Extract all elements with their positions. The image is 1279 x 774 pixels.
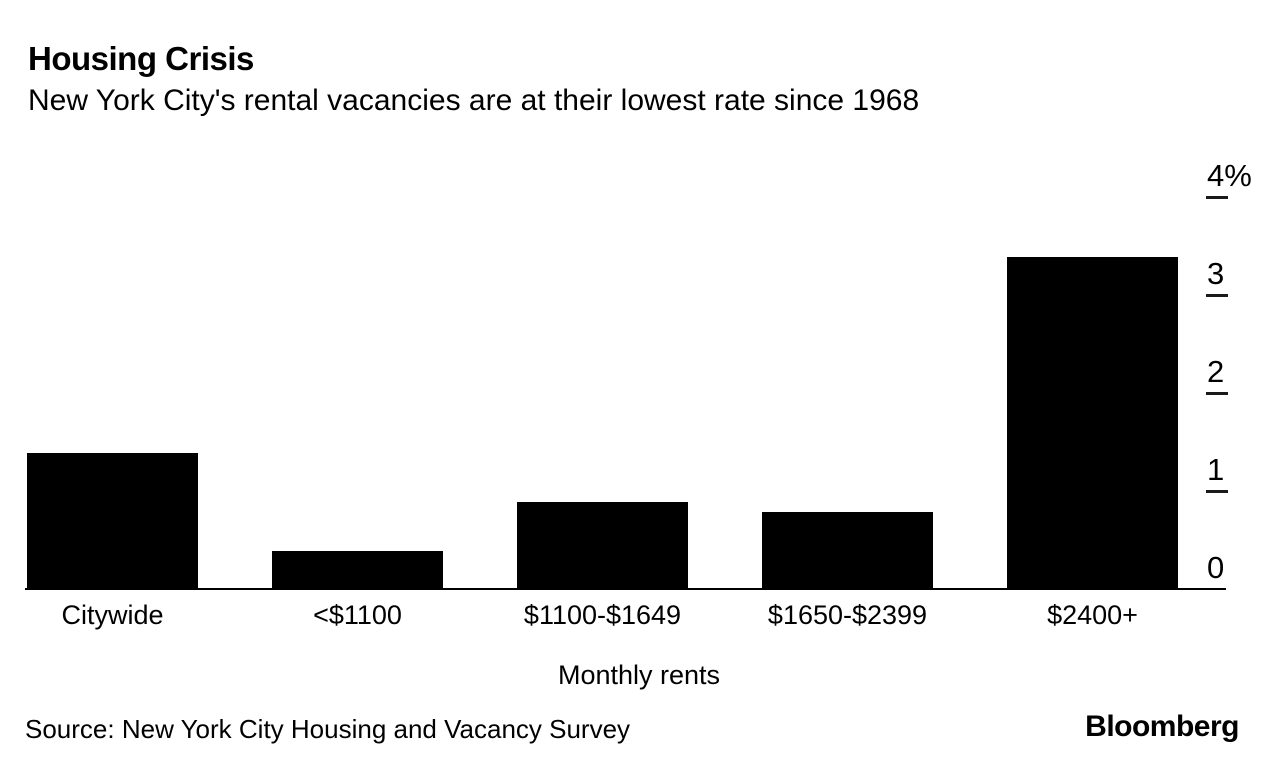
bar-$1100-$1649 xyxy=(517,502,688,590)
y-axis-tick-label: 0 xyxy=(1207,550,1225,585)
y-axis-tick-label: 4% xyxy=(1207,158,1252,193)
bar-<$1100 xyxy=(272,551,443,590)
x-category-label: $1100-$1649 xyxy=(523,600,682,630)
source-note: Source: New York City Housing and Vacanc… xyxy=(25,714,631,744)
x-axis-title: Monthly rents xyxy=(557,660,721,690)
x-category-label: $2400+ xyxy=(1047,600,1138,630)
y-axis-tick xyxy=(1206,196,1228,199)
bloomberg-logo: Bloomberg xyxy=(1085,710,1239,743)
bar-$2400+ xyxy=(1007,257,1178,590)
y-axis-tick xyxy=(1206,392,1228,395)
y-axis-tick xyxy=(1206,294,1228,297)
bar-Citywide xyxy=(27,453,198,590)
x-category-label: Citywide xyxy=(61,600,164,630)
y-axis-tick-label: 3 xyxy=(1207,256,1225,291)
bar-$1650-$2399 xyxy=(762,512,933,590)
y-axis-tick xyxy=(1206,490,1228,493)
y-axis-tick-label: 2 xyxy=(1207,354,1225,389)
x-category-label: <$1100 xyxy=(313,600,402,630)
y-axis-tick-label: 1 xyxy=(1207,452,1225,487)
chart-title: Housing Crisis xyxy=(28,40,254,77)
x-category-label: $1650-$2399 xyxy=(767,600,928,630)
chart-subtitle: New York City's rental vacancies are at … xyxy=(28,84,920,117)
